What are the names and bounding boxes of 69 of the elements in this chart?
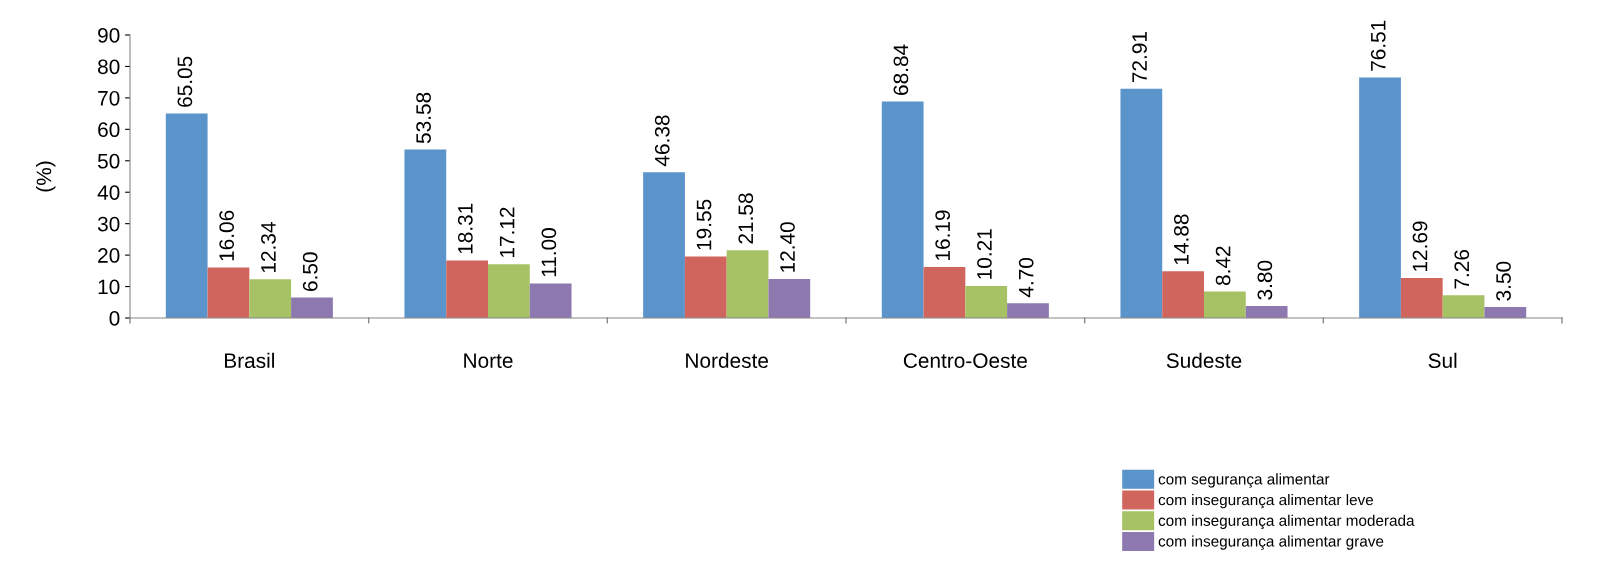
y-tick-label: 60 <box>98 122 120 138</box>
bar <box>881 101 924 318</box>
x-tick-label: Sul <box>1428 352 1457 369</box>
bar <box>965 285 1008 318</box>
bar <box>1120 88 1163 318</box>
text: 17.12 <box>499 207 515 258</box>
bar <box>684 256 727 318</box>
x-tick-label: Sudeste <box>1166 352 1242 369</box>
bar <box>643 172 685 318</box>
text: 8.42 <box>1215 246 1231 286</box>
y-tick-label: 70 <box>98 90 120 106</box>
bar <box>1442 295 1485 318</box>
text: 21.58 <box>738 193 754 244</box>
text: 10.21 <box>977 229 992 279</box>
y-tick-label: 40 <box>97 185 120 200</box>
bar <box>165 113 208 318</box>
bar <box>446 260 488 318</box>
bar <box>726 250 769 318</box>
text: 18.31 <box>457 203 473 254</box>
bar <box>1400 278 1443 318</box>
text: 65.05 <box>177 56 193 107</box>
bar <box>291 297 333 318</box>
x-tick-label: Norte <box>464 353 513 369</box>
bar <box>404 149 447 318</box>
text: 46.38 <box>654 115 670 167</box>
bar <box>1245 306 1288 318</box>
y-tick-label: 90 <box>98 28 120 43</box>
legend-label: com insegurança alimentar moderada <box>1158 514 1415 530</box>
y-tick-label: 50 <box>97 153 120 169</box>
bar <box>768 279 811 318</box>
y-tick-label: 20 <box>98 248 120 263</box>
text: 3.80 <box>1257 260 1273 300</box>
bar <box>207 267 250 318</box>
text: 14.88 <box>1173 214 1189 265</box>
y-axis-title: (%) <box>36 161 56 192</box>
text: 7.26 <box>1454 249 1470 289</box>
bar <box>1162 271 1204 318</box>
y-tick-label: 80 <box>98 59 120 75</box>
text: 12.69 <box>1412 221 1428 271</box>
bar <box>1204 291 1246 318</box>
bar <box>1484 306 1527 318</box>
y-tick-label: 10 <box>98 279 120 295</box>
text: 12.34 <box>261 222 276 273</box>
x-tick-label: Brasil <box>225 352 274 369</box>
bar <box>923 267 966 318</box>
bar <box>529 283 572 318</box>
text: 68.84 <box>893 44 909 95</box>
text: 12.40 <box>780 222 795 272</box>
legend-label: com insegurança alimentar grave <box>1158 535 1384 550</box>
text: 53.58 <box>416 92 431 144</box>
text: 4.70 <box>1018 257 1034 298</box>
legend-label: com segurança alimentar <box>1158 473 1330 488</box>
text: 6.50 <box>302 252 318 291</box>
text: 3.50 <box>1496 261 1511 301</box>
text: 19.55 <box>696 199 712 250</box>
y-tick-label: 0 <box>109 311 120 326</box>
x-tick-label: Centro-Oeste <box>903 353 1027 369</box>
text: 72.91 <box>1132 32 1147 83</box>
text: 16.19 <box>935 210 951 260</box>
bar <box>1007 303 1049 318</box>
text: 11.00 <box>541 228 557 277</box>
x-tick-label: Nordeste <box>686 352 769 369</box>
text: 76.51 <box>1370 20 1386 71</box>
y-tick-label: 30 <box>97 216 120 232</box>
bar <box>249 279 292 318</box>
bar <box>1359 77 1401 318</box>
bar <box>488 264 530 318</box>
legend-label: com insegurança alimentar leve <box>1158 494 1374 509</box>
text: 16.06 <box>219 210 235 261</box>
